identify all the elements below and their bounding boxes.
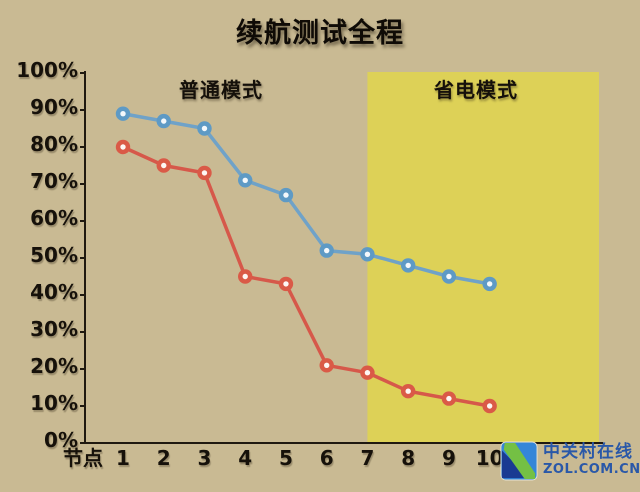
red-line-path <box>121 145 492 408</box>
y-tick-label: 90% <box>30 95 78 119</box>
y-tick-label: 70% <box>30 169 78 193</box>
red-line-marker-center <box>446 395 452 402</box>
x-tick-label: 1 <box>116 446 130 470</box>
x-tick-label: 2 <box>157 446 171 470</box>
red-line-marker-center <box>283 281 289 287</box>
blue-line-marker-center <box>405 262 411 269</box>
blue-line-marker-center <box>364 251 371 257</box>
x-tick-label: 6 <box>320 446 334 470</box>
zol-site-url: ZOL.COM.CN <box>543 461 640 477</box>
blue-line-marker-center <box>446 273 452 280</box>
saving-mode-annotation: 省电模式 <box>434 78 518 102</box>
zol-watermark-text: 中关村在线 ZOL.COM.CN <box>543 438 640 477</box>
x-tick-label: 9 <box>442 446 456 470</box>
red-line-marker-center <box>120 144 126 150</box>
y-tick-label: 60% <box>30 206 78 230</box>
y-tick-label: 0% <box>44 428 78 452</box>
zol-watermark: 中关村在线 ZOL.COM.CN <box>500 438 640 492</box>
y-tick-label: 80% <box>30 132 78 156</box>
red-line-marker-center <box>324 362 330 368</box>
y-tick-label: 30% <box>30 317 78 341</box>
zol-site-name: 中关村在线 <box>543 442 633 462</box>
zol-logo-icon <box>500 441 538 481</box>
y-tick-label: 100% <box>16 58 78 82</box>
x-tick-label: 3 <box>198 446 212 470</box>
y-tick-label: 10% <box>30 391 78 415</box>
red-line-marker-center <box>201 170 208 176</box>
x-tick-label: 10 <box>476 446 504 470</box>
x-tick-label: 5 <box>279 446 293 470</box>
power-saving-highlight-region <box>367 72 599 443</box>
chart-title: 续航测试全程 <box>236 18 404 49</box>
red-line-marker-center <box>364 370 371 376</box>
red-line-marker-center <box>161 162 167 169</box>
y-tick-label: 20% <box>30 354 78 378</box>
red-line-marker-center <box>405 388 411 394</box>
red-line-marker-center <box>242 273 248 280</box>
x-tick-label: 4 <box>238 446 252 470</box>
blue-line-marker-center <box>486 281 493 287</box>
red-line-marker-center <box>486 403 493 409</box>
blue-line-path <box>121 111 492 286</box>
normal-mode-annotation: 普通模式 <box>179 78 263 102</box>
blue-line-marker-center <box>283 192 289 198</box>
blue-line-marker-center <box>120 111 126 117</box>
blue-line-marker-center <box>242 177 248 183</box>
y-tick-label: 40% <box>30 280 78 304</box>
x-axis-title: 节点 <box>63 446 103 470</box>
x-tick-label: 7 <box>360 446 374 470</box>
blue-line-marker-center <box>324 247 330 254</box>
blue-line-marker-center <box>201 125 208 132</box>
x-tick-label: 8 <box>401 446 415 470</box>
y-tick-label: 50% <box>30 243 78 267</box>
blue-line-marker-center <box>161 118 167 124</box>
